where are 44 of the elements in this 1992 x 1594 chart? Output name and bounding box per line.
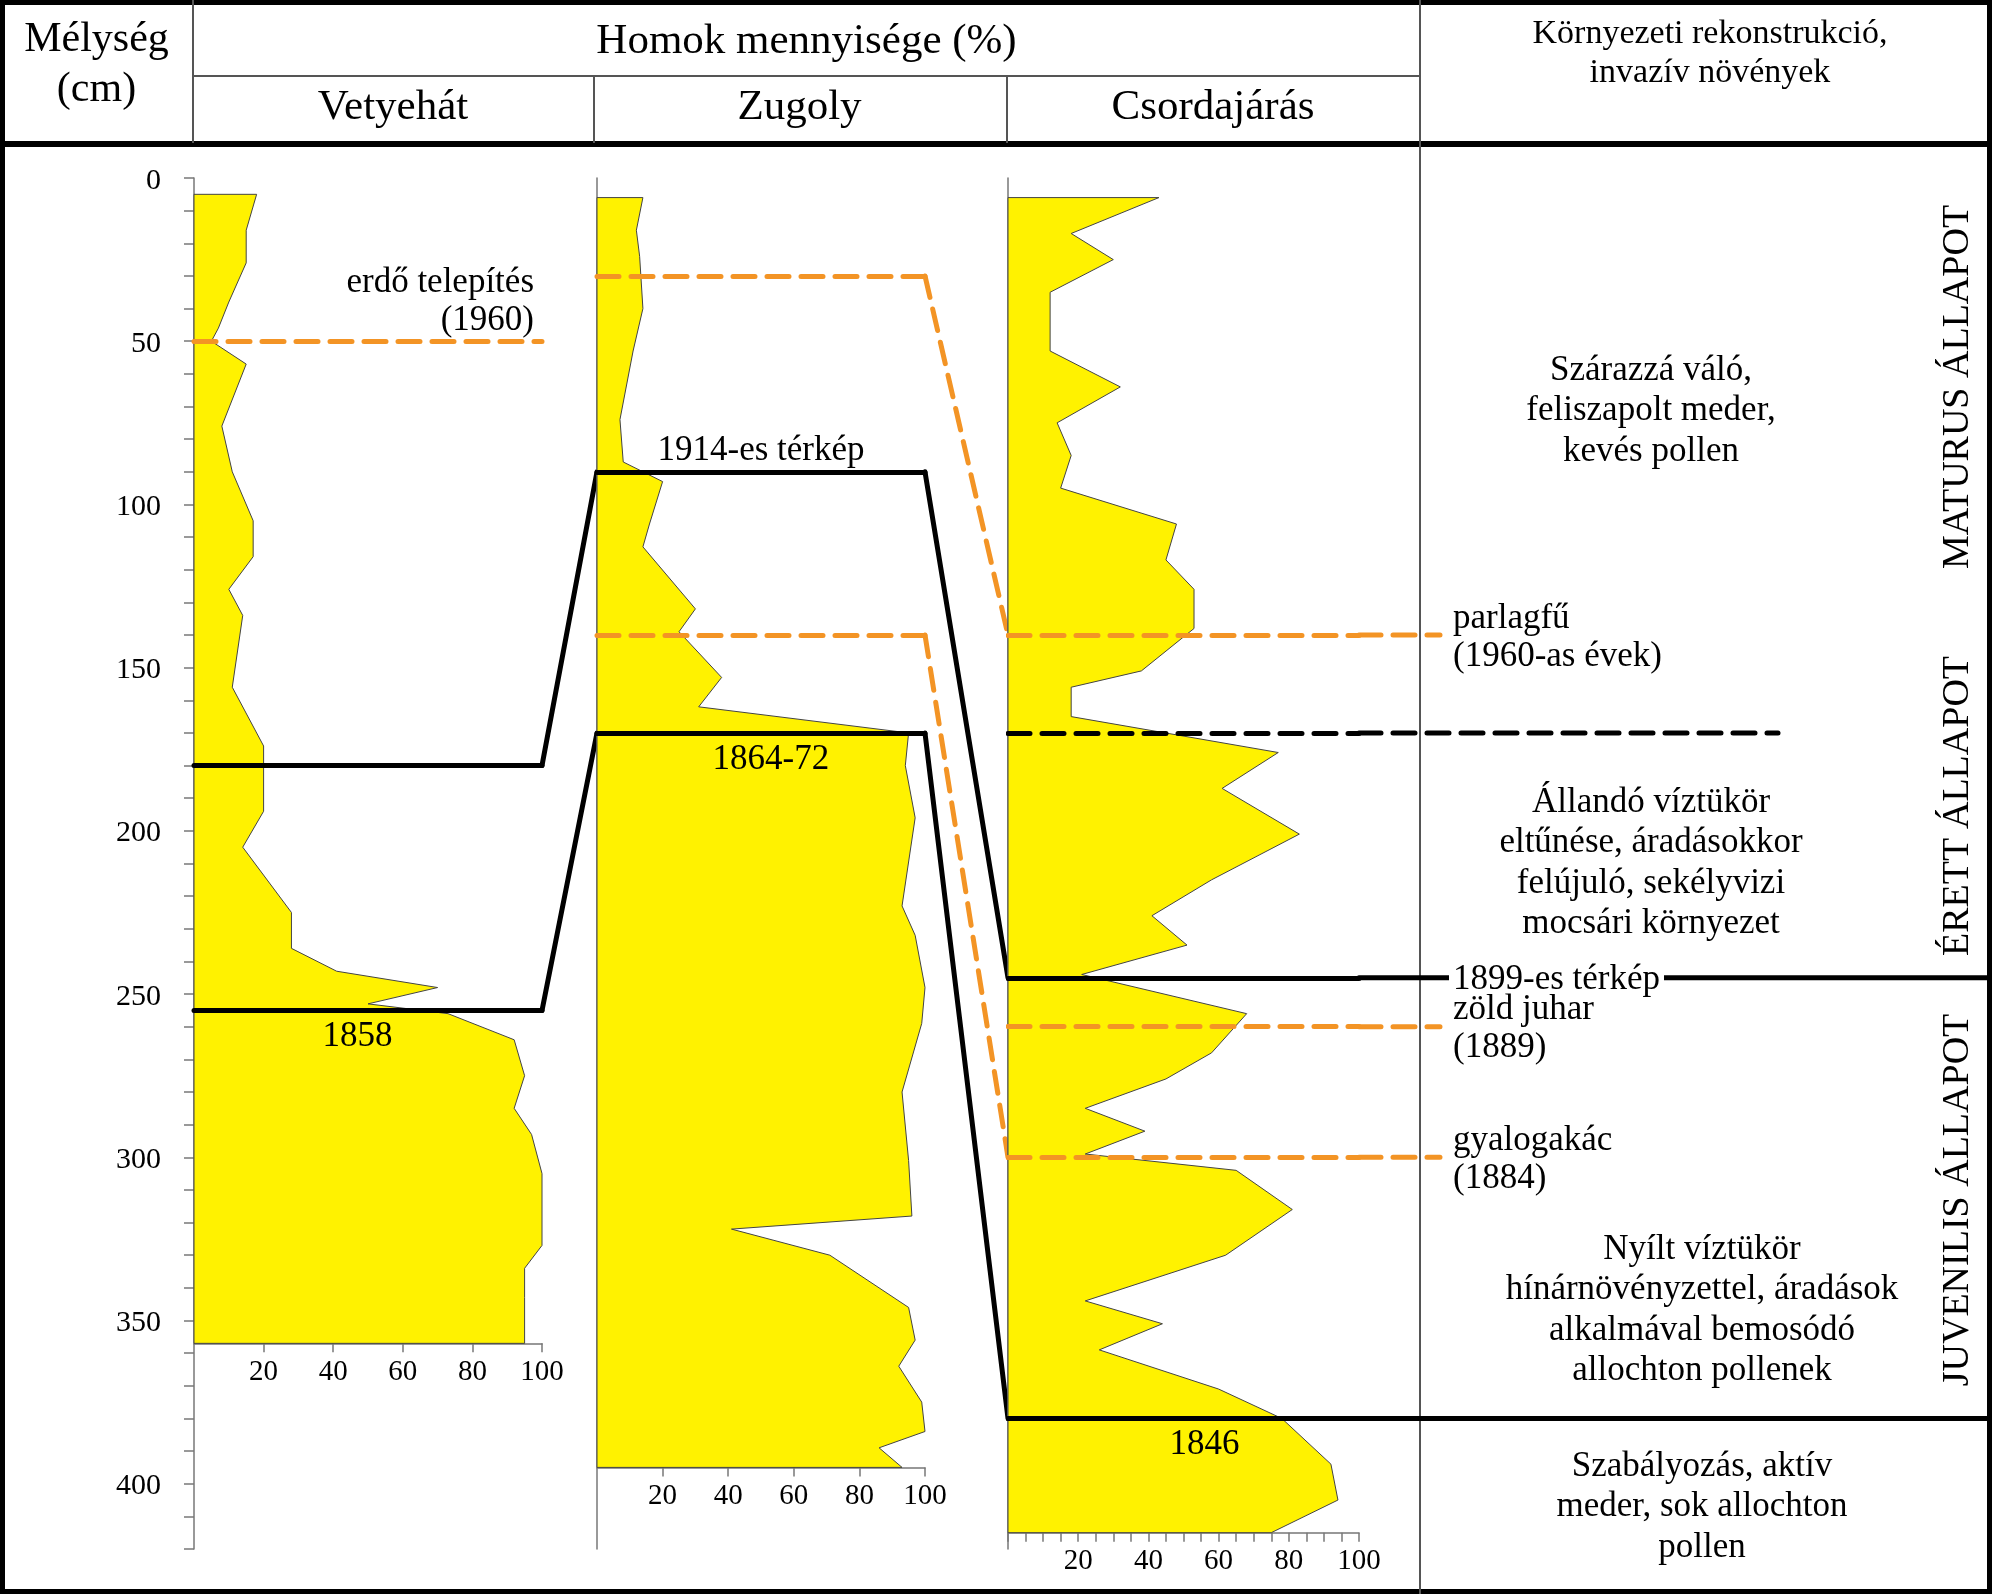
y-tick-label: 250 <box>116 977 161 1011</box>
x-tick-label: 100 <box>1337 1543 1381 1576</box>
x-tick-label: 100 <box>903 1477 947 1510</box>
text: MATURUS ÁLLAPOT <box>1934 204 1978 570</box>
text: Állandó víztükör eltűnése, áradásokkor felújuló, sekélyvizi mocsári környezet <box>1498 780 1804 942</box>
y-tick-label: 100 <box>116 487 161 521</box>
annotation: 1858 <box>322 1015 393 1055</box>
x-tick-label: 80 <box>457 1353 487 1386</box>
x-tick-label: 20 <box>249 1353 279 1386</box>
y-tick-label: 150 <box>116 651 161 685</box>
text: Nyílt víztükör hínárnövényzettel, áradások alkalmával bemosódó allochton pollenek <box>1504 1227 1900 1389</box>
annotation: 1846 <box>1169 1423 1240 1463</box>
y-tick-label: 0 <box>146 161 161 195</box>
y-tick-label: 50 <box>131 324 161 358</box>
x-axis-title: Homok mennyisége (%) <box>595 14 1018 64</box>
y-tick-label: 350 <box>116 1304 161 1337</box>
annotation: 1864-72 <box>712 737 830 778</box>
text: ÉRETT ÁLLAPOT <box>1934 655 1978 957</box>
x-tick-label: 80 <box>1274 1543 1304 1576</box>
text: Szabályozás, aktív meder, sok allochton pollen <box>1555 1444 1849 1566</box>
x-tick-label: 20 <box>648 1477 678 1510</box>
chart-title: Zugoly <box>736 80 863 130</box>
y-tick-label: 200 <box>116 814 161 848</box>
y-tick-label: 300 <box>116 1140 161 1174</box>
chart-title: Csordajárás <box>1110 80 1316 130</box>
x-tick-label: 40 <box>1133 1543 1163 1576</box>
ref-line-label: parlagfű (1960-as évek) <box>1453 596 1662 674</box>
ref-line-label: 1914-es térkép <box>657 429 865 469</box>
x-tick-label: 100 <box>520 1353 564 1386</box>
x-tick-label: 40 <box>713 1477 743 1510</box>
y-axis-title: Mélység (cm) <box>23 13 170 113</box>
chart-title: Vetyehát <box>316 80 470 130</box>
x-tick-label: 20 <box>1063 1543 1093 1576</box>
x-tick-label: 60 <box>388 1353 418 1386</box>
ref-line-label: erdő telepítés (1960) <box>346 260 534 338</box>
ref-line-label: gyalogakác (1884) <box>1453 1118 1613 1196</box>
text: JUVENILIS ÁLLAPOT <box>1934 1013 1978 1387</box>
x-tick-label: 60 <box>1204 1543 1234 1576</box>
text: Környezeti rekonstrukció, invazív növények <box>1531 12 1889 91</box>
text: Szárazzá váló, feliszapolt meder, kevés pollen <box>1525 348 1777 470</box>
x-tick-label: 40 <box>318 1353 348 1386</box>
y-tick-label: 400 <box>116 1467 161 1501</box>
x-tick-label: 80 <box>844 1477 874 1510</box>
x-tick-label: 60 <box>779 1477 809 1510</box>
